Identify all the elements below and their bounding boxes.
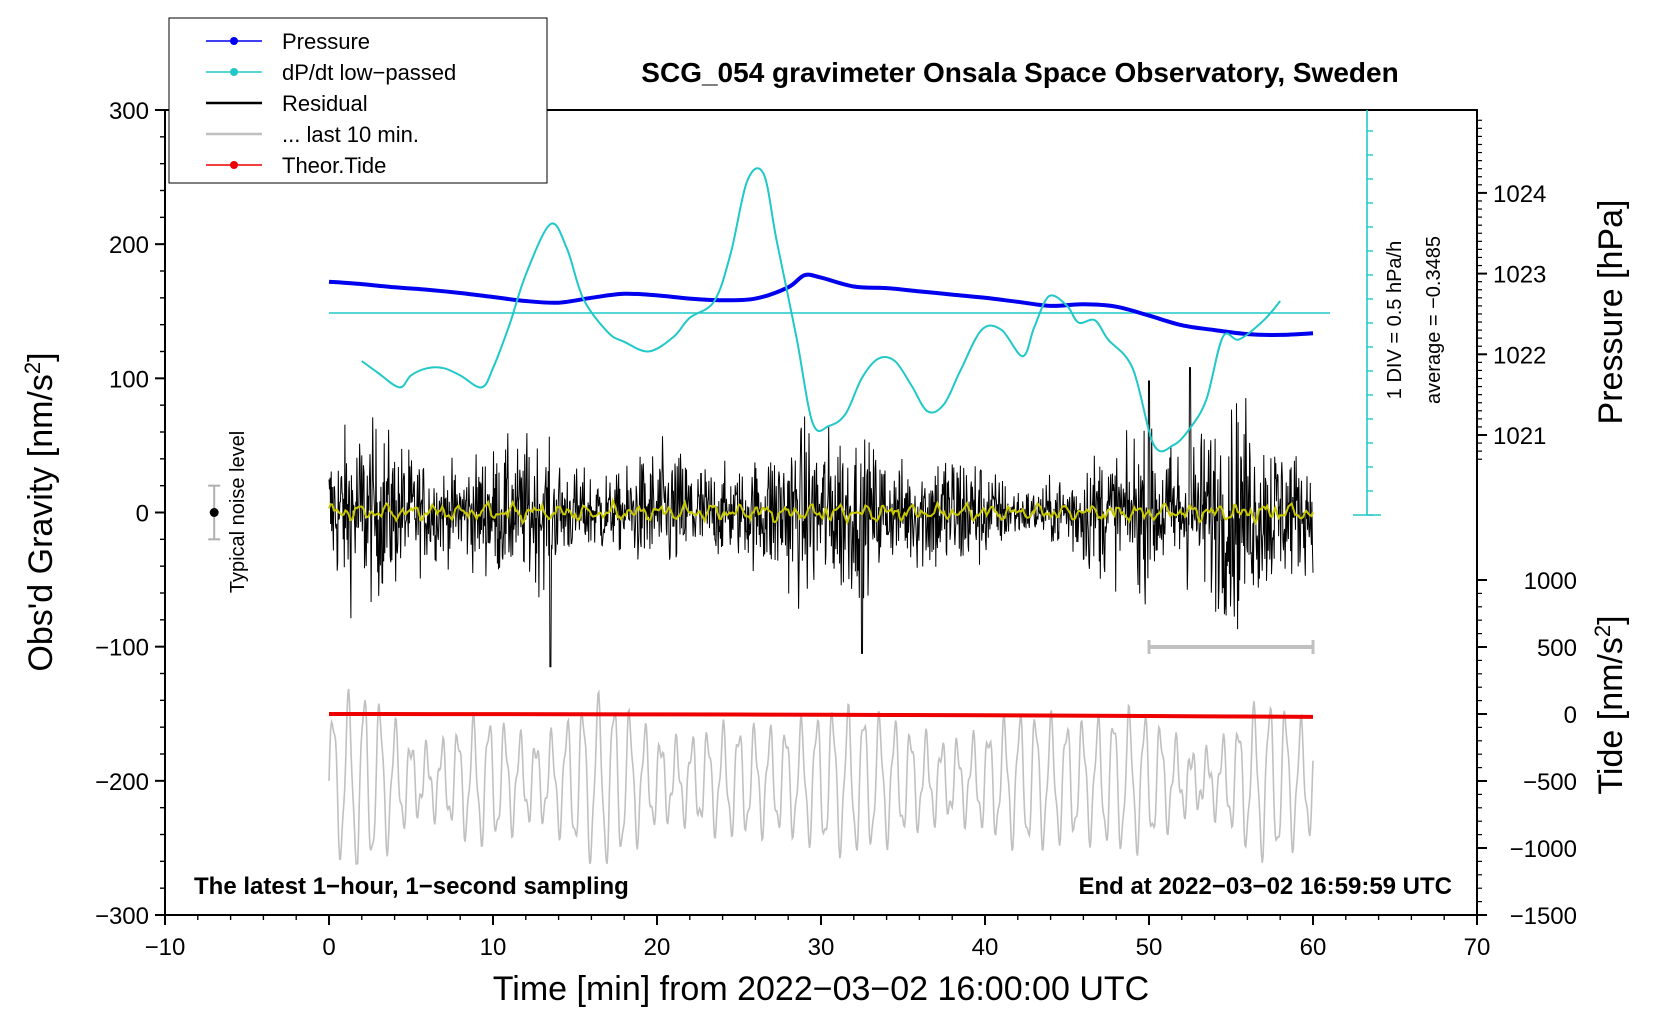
y-tick-label: 200 — [109, 232, 149, 259]
x-tick-label: 10 — [480, 934, 507, 961]
pressure-tick-label: 1022 — [1493, 342, 1546, 369]
dpdt-scale-average: average = −0.3485 — [1423, 236, 1445, 404]
y-tick-label: 300 — [109, 98, 149, 125]
theor-tide-line — [328, 712, 1314, 719]
residual-smoothed-line — [328, 497, 1314, 526]
x-tick-label: 0 — [322, 934, 335, 961]
y-label-left-sup: 2 — [20, 362, 45, 374]
legend-swatch-marker — [230, 68, 238, 76]
noise-level-label: Typical noise level — [227, 431, 249, 593]
pressure-tick-label: 1023 — [1493, 262, 1546, 289]
tide-tick-label: 1000 — [1524, 568, 1577, 595]
tide-tick-label: 500 — [1537, 635, 1577, 662]
data-layer — [208, 110, 1381, 865]
y-axis-label-tide: Tide [nm/s2] — [1590, 615, 1630, 794]
y-tick-label: −100 — [95, 635, 149, 662]
tide-tick-label: −1500 — [1510, 903, 1577, 930]
y-label-tide-end: ] — [1592, 615, 1630, 624]
legend-label: Theor.Tide — [282, 153, 386, 178]
legend-item: Theor.Tide — [206, 153, 386, 178]
noise-dot — [209, 508, 219, 517]
y-label-tide-sup: 2 — [1590, 625, 1615, 637]
pressure-tick-label: 1021 — [1493, 423, 1546, 450]
x-tick-label: 40 — [972, 934, 999, 961]
pressure-line — [328, 272, 1314, 337]
axes-layer: −10 0 10 20 30 40 50 60 70−300−200−1000100200300… — [95, 98, 1577, 961]
y-tick-label: 100 — [109, 366, 149, 393]
legend-swatch-marker — [230, 37, 238, 45]
y-tick-label: −200 — [95, 769, 149, 796]
legend-label: dP/dt low−passed — [282, 60, 456, 85]
tide-tick-label: −1000 — [1510, 836, 1577, 863]
x-tick-label: 50 — [1136, 934, 1163, 961]
x-tick-label: 60 — [1300, 934, 1327, 961]
tide-tick-label: 0 — [1564, 702, 1577, 729]
legend-swatch-marker — [230, 161, 238, 169]
y-label-tide-main: Tide [nm/s — [1592, 637, 1630, 794]
dpdt-line — [361, 167, 1281, 453]
legend-label: Pressure — [282, 29, 370, 54]
residual-line — [328, 367, 1314, 668]
legend-label: ... last 10 min. — [282, 122, 419, 147]
x-axis-label: Time [min] from 2022−03−02 16:00:00 UTC — [493, 970, 1149, 1008]
y-tick-label: −300 — [95, 903, 149, 930]
last-10-min-line — [328, 688, 1314, 865]
y-axis-label-pressure: Pressure [hPa] — [1592, 200, 1630, 425]
legend-item: Pressure — [206, 29, 370, 54]
x-tick-label: −10 — [145, 934, 186, 961]
legend-label: Residual — [282, 91, 368, 116]
legend-item: dP/dt low−passed — [206, 60, 456, 85]
legend: Pressure dP/dt low−passed Residual ... last… — [168, 17, 548, 184]
dpdt-scale-div: 1 DIV = 0.5 hPa/h — [1384, 241, 1406, 399]
chart-title: SCG_054 gravimeter Onsala Space Observat… — [641, 57, 1398, 88]
annotation-end-time: End at 2022−03−02 16:59:59 UTC — [1078, 873, 1452, 900]
tide-tick-label: −500 — [1523, 769, 1577, 796]
annotation-latest-hour: The latest 1−hour, 1−second sampling — [194, 873, 629, 900]
pressure-tick-label: 1024 — [1493, 181, 1546, 208]
x-tick-label: 70 — [1464, 934, 1491, 961]
y-axis-label-left: Obs'd Gravity [nm/s2] — [20, 352, 60, 671]
y-label-left-main: Obs'd Gravity [nm/s — [22, 374, 60, 671]
legend-item: Residual — [206, 91, 368, 116]
legend-box — [168, 17, 548, 184]
x-tick-label: 30 — [808, 934, 835, 961]
legend-item: ... last 10 min. — [206, 122, 419, 147]
x-tick-label: 20 — [644, 934, 671, 961]
y-tick-label: 0 — [136, 501, 149, 528]
y-label-left-end: ] — [22, 352, 60, 361]
